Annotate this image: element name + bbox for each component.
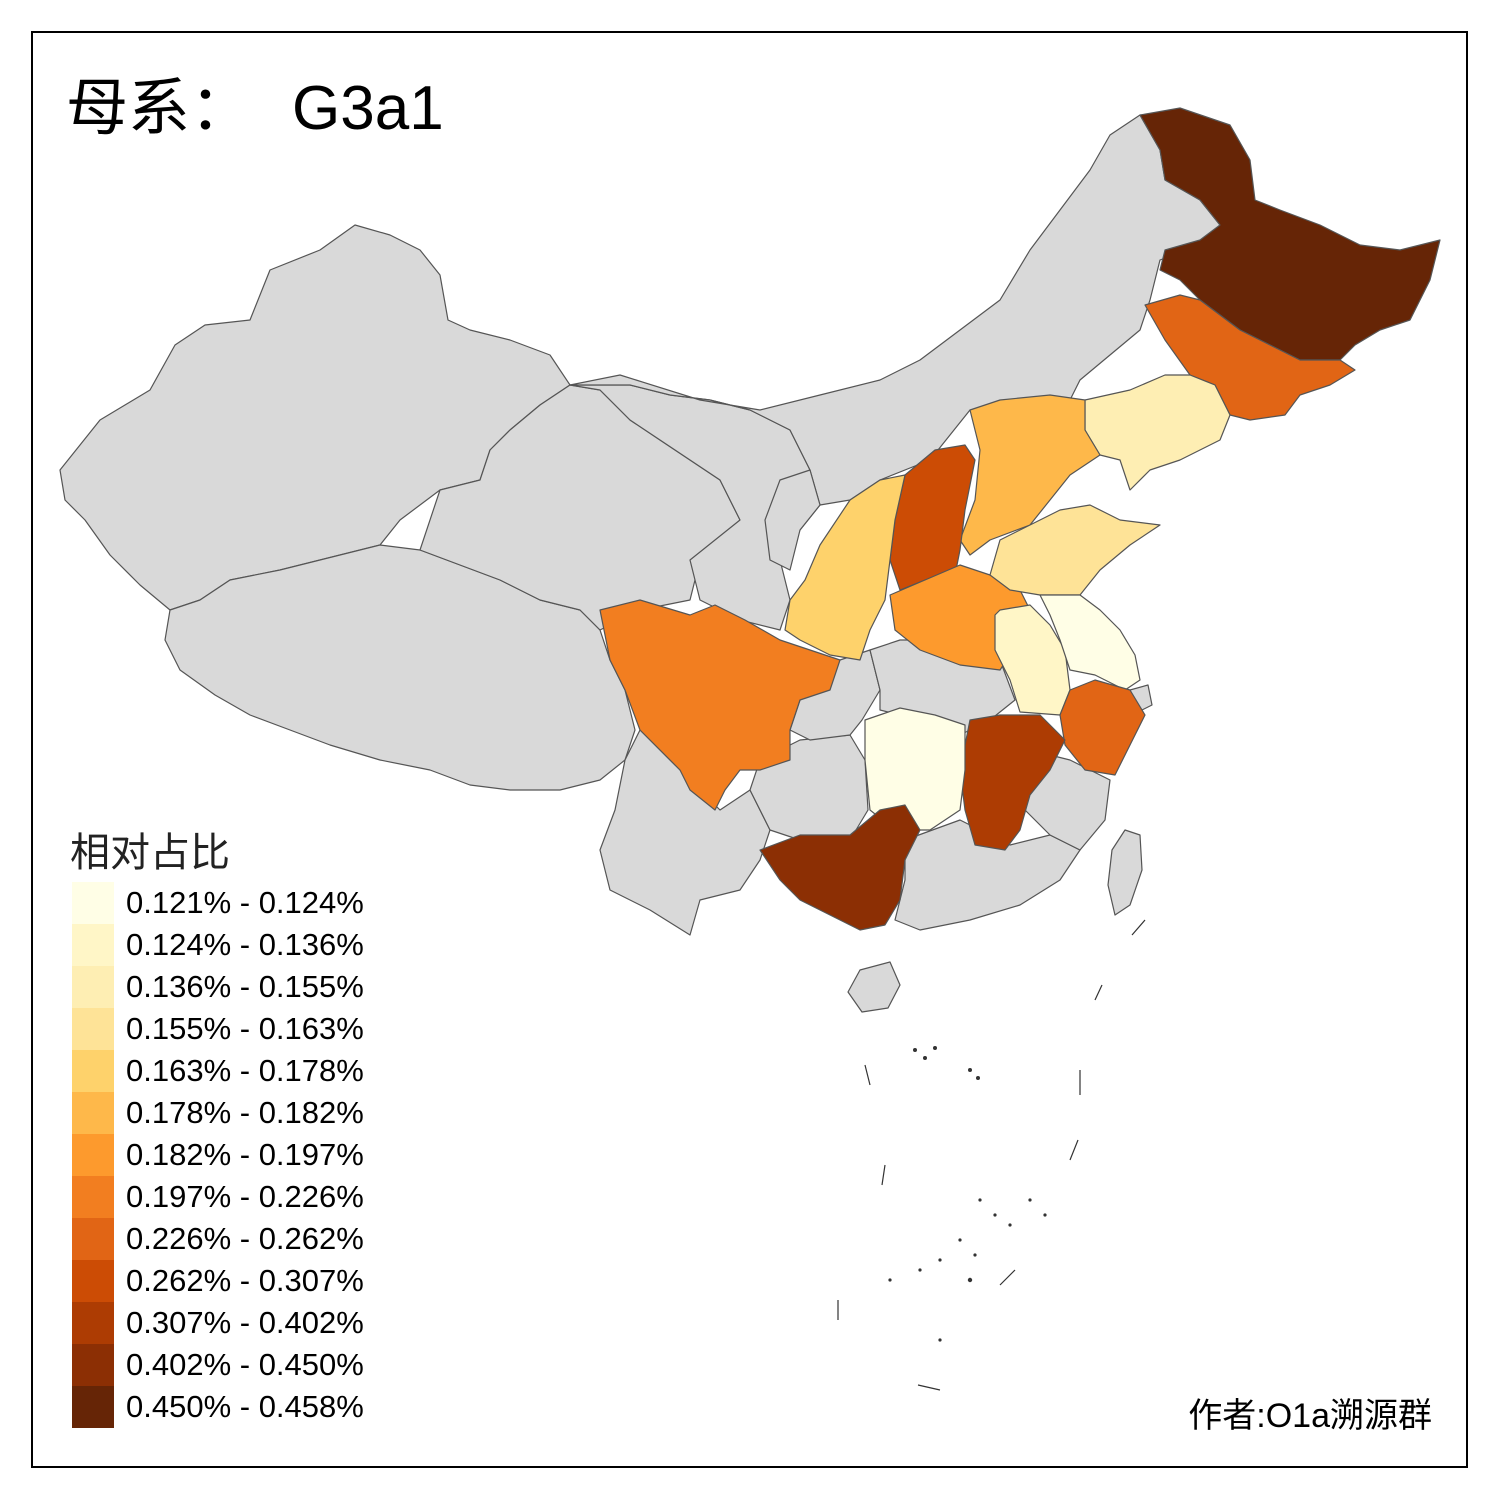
legend-item: 0.450% - 0.458%	[72, 1386, 364, 1428]
region-jiangsu	[1039, 594, 1141, 691]
legend-item: 0.178% - 0.182%	[72, 1092, 364, 1134]
legend-item: 0.402% - 0.450%	[72, 1344, 364, 1386]
region-guangxi	[759, 804, 921, 931]
legend-item: 0.155% - 0.163%	[72, 1008, 364, 1050]
region-jiangxi	[959, 714, 1066, 851]
legend-label: 0.402% - 0.450%	[126, 1347, 364, 1382]
legend-title: 相对占比	[70, 831, 230, 875]
haplogroup-name: G3a1	[292, 74, 444, 143]
legend: 0.121% - 0.124% 0.124% - 0.136% 0.136% - 0…	[72, 882, 364, 1428]
legend-label: 0.136% - 0.155%	[126, 969, 364, 1004]
legend-swatch	[72, 966, 114, 1008]
region-ningxia	[764, 469, 821, 571]
legend-label: 0.124% - 0.136%	[126, 927, 364, 962]
data-regions	[599, 107, 1441, 931]
region-tibet	[164, 544, 636, 791]
legend-swatch	[72, 1386, 114, 1428]
legend-swatch	[72, 1176, 114, 1218]
region-heilongjiang	[1139, 107, 1441, 361]
legend-label: 0.226% - 0.262%	[126, 1221, 364, 1256]
region-zhejiang	[1059, 679, 1146, 776]
legend-label: 0.163% - 0.178%	[126, 1053, 364, 1088]
legend-label: 0.182% - 0.197%	[126, 1137, 364, 1172]
legend-label: 0.197% - 0.226%	[126, 1179, 364, 1214]
region-hainan	[847, 961, 901, 1013]
legend-item: 0.226% - 0.262%	[72, 1218, 364, 1260]
south-china-sea-islands	[837, 919, 1146, 1391]
legend-swatch	[72, 1260, 114, 1302]
legend-item: 0.136% - 0.155%	[72, 966, 364, 1008]
legend-label: 0.155% - 0.163%	[126, 1011, 364, 1046]
legend-item: 0.307% - 0.402%	[72, 1302, 364, 1344]
region-shandong	[989, 504, 1161, 596]
region-hebei	[959, 394, 1101, 556]
legend-swatch	[72, 1134, 114, 1176]
author-credit: 作者:O1a溯源群	[1188, 1397, 1432, 1435]
region-shaanxi	[784, 474, 906, 661]
legend-label: 0.121% - 0.124%	[126, 885, 364, 920]
legend-swatch	[72, 1344, 114, 1386]
legend-label: 0.450% - 0.458%	[126, 1389, 364, 1424]
legend-swatch	[72, 1092, 114, 1134]
legend-swatch	[72, 1050, 114, 1092]
legend-swatch	[72, 1218, 114, 1260]
legend-swatch	[72, 1008, 114, 1050]
island-dots	[888, 1046, 1047, 1342]
legend-label: 0.307% - 0.402%	[126, 1305, 364, 1340]
legend-item: 0.121% - 0.124%	[72, 882, 364, 924]
legend-item: 0.262% - 0.307%	[72, 1260, 364, 1302]
legend-label: 0.262% - 0.307%	[126, 1263, 364, 1298]
nine-dash-line	[837, 919, 1146, 1391]
map-title: 母系： G3a1	[66, 78, 444, 140]
legend-item: 0.163% - 0.178%	[72, 1050, 364, 1092]
region-taiwan	[1107, 829, 1143, 916]
map-frame	[31, 31, 1468, 1468]
legend-item: 0.182% - 0.197%	[72, 1134, 364, 1176]
legend-swatch	[72, 882, 114, 924]
region-liaoning	[1084, 374, 1231, 491]
legend-swatch	[72, 1302, 114, 1344]
legend-swatch	[72, 924, 114, 966]
region-hunan	[864, 707, 966, 831]
title-prefix: 母系：	[66, 74, 253, 143]
legend-label: 0.178% - 0.182%	[126, 1095, 364, 1130]
legend-item: 0.197% - 0.226%	[72, 1176, 364, 1218]
legend-item: 0.124% - 0.136%	[72, 924, 364, 966]
region-sichuan	[599, 599, 841, 811]
